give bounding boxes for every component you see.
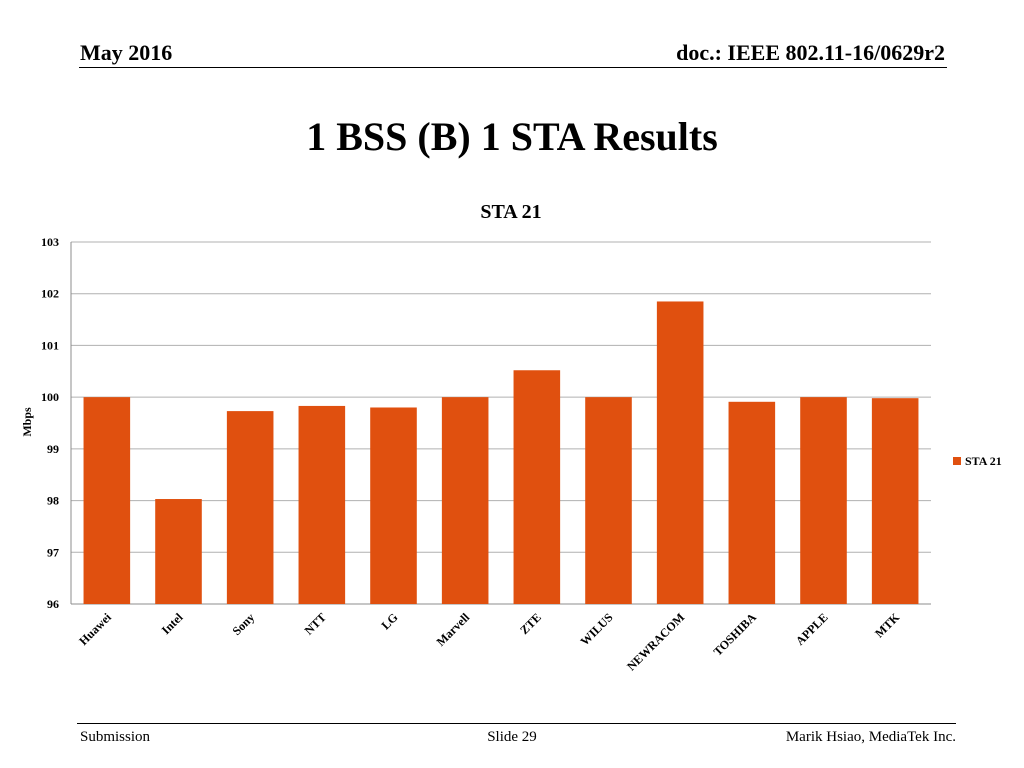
bar — [871, 398, 919, 604]
legend-swatch — [953, 457, 961, 465]
y-tick-label: 103 — [41, 235, 59, 249]
footer-submission: Submission — [80, 729, 151, 745]
y-tick-label: 97 — [47, 545, 59, 559]
header-divider — [79, 67, 947, 68]
header-date: May 2016 — [80, 40, 173, 65]
x-tick-label: LG — [378, 610, 400, 632]
y-tick-label: 100 — [41, 390, 59, 404]
footer-slide-number: Slide 29 — [487, 729, 537, 745]
x-tick-label: Huawei — [76, 610, 114, 648]
x-tick-label: APPLE — [793, 610, 831, 648]
y-axis-label: Mbps — [20, 407, 34, 437]
bar — [441, 397, 489, 604]
bar — [226, 411, 274, 604]
bar — [155, 499, 202, 604]
x-tick-label: Intel — [159, 610, 186, 637]
x-tick-label: TOSHIBA — [711, 610, 760, 659]
bar — [656, 301, 704, 604]
x-tick-labels: Huawei Intel Sony NTT LG Marvell ZTE WILUS NEWRA… — [76, 610, 903, 674]
y-tick-label: 99 — [47, 442, 59, 456]
bar — [298, 405, 346, 604]
legend: STA 21 — [953, 454, 1002, 468]
bar — [370, 407, 417, 604]
x-tick-label: NEWRACOM — [624, 610, 687, 673]
x-tick-label: WILUS — [577, 610, 615, 648]
y-tick-label: 101 — [41, 338, 59, 352]
bars — [83, 301, 919, 604]
bar — [83, 397, 131, 604]
bar — [800, 397, 847, 604]
chart-title: STA 21 — [480, 201, 541, 223]
footer-divider — [77, 723, 956, 724]
footer-author: Marik Hsiao, MediaTek Inc. — [785, 729, 956, 745]
x-tick-label: Marvell — [434, 610, 473, 649]
slide-title: 1 BSS (B) 1 STA Results — [306, 114, 718, 159]
bar — [585, 397, 632, 604]
x-tick-label: NTT — [302, 610, 329, 637]
y-tick-label: 96 — [47, 597, 59, 611]
x-tick-label: Sony — [229, 610, 257, 638]
y-tick-label: 98 — [47, 494, 59, 508]
y-tick-labels: 96 97 98 99 100 101 102 103 — [41, 235, 59, 611]
gridlines — [70, 241, 931, 605]
y-tick-label: 102 — [41, 287, 59, 301]
x-tick-label: ZTE — [517, 610, 544, 637]
x-tick-label: MTK — [872, 610, 903, 641]
bar — [513, 370, 561, 604]
legend-label: STA 21 — [965, 454, 1002, 468]
bar — [728, 401, 776, 604]
header-doc-id: doc.: IEEE 802.11-16/0629r2 — [676, 40, 945, 65]
